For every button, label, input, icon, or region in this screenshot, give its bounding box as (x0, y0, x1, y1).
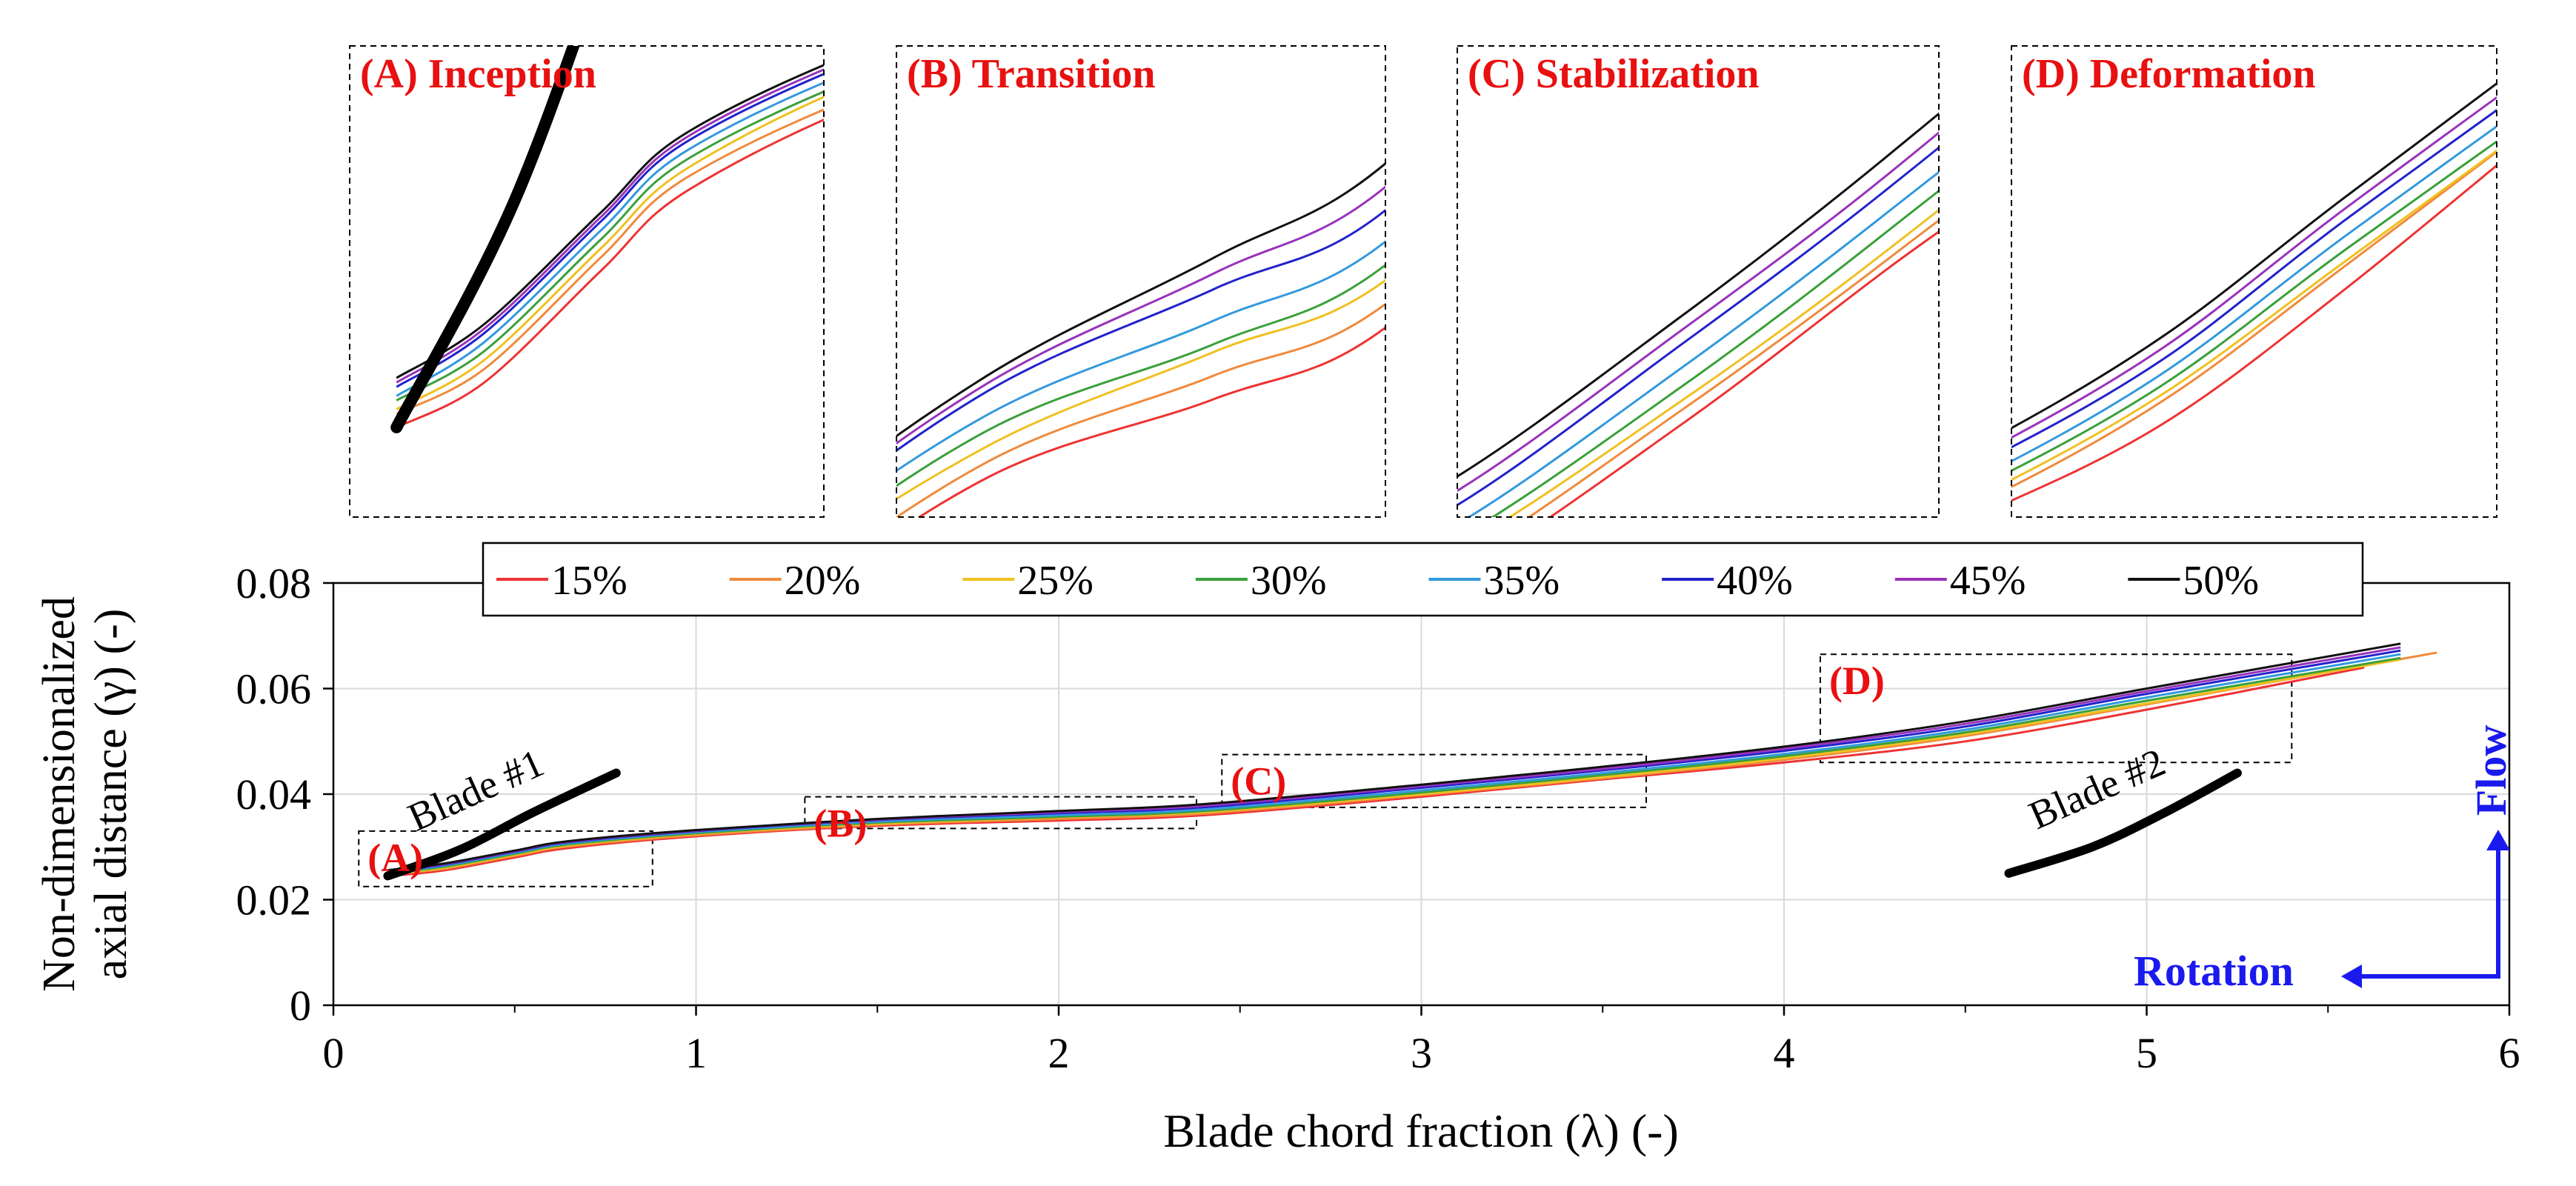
inset-series-line (2011, 164, 2497, 502)
inset-series-line (396, 64, 824, 379)
inset-series-line (1467, 170, 1939, 517)
blade-label-1: Blade #1 (402, 740, 550, 839)
inset-blade-line (390, 46, 580, 433)
inset-series-line (1457, 131, 1939, 493)
tick-labels: 0 1 2 3 4 5 6 0 0.02 0.04 0.06 0.08 (236, 559, 2520, 1077)
inset-series-line (2011, 96, 2497, 439)
inset-series-line (396, 96, 824, 410)
inset-series-line (1491, 189, 1939, 517)
legend-box (482, 542, 2364, 617)
inset-series-line (396, 73, 824, 388)
flow-label: Flow (2467, 725, 2515, 816)
legend-label: 30% (1251, 558, 1327, 604)
series-line-40pct (387, 649, 2401, 873)
blade-lines (383, 768, 2242, 881)
inset-title-1: (A) Inception (360, 51, 596, 97)
ticks (323, 582, 2511, 1016)
inset-series-line (1527, 219, 1939, 517)
x-tick-label: 6 (2499, 1029, 2520, 1077)
region-label-2: (B) (813, 802, 867, 846)
legend-label: 50% (2183, 558, 2259, 604)
y-axis-label-line2: axial distance (γ) (-) (86, 609, 136, 980)
x-tick-label: 0 (323, 1029, 345, 1077)
inset-3-lines (510, 112, 2576, 1130)
inset-blade-line (2351, 211, 2576, 1106)
y-tick-label: 0.04 (236, 770, 312, 819)
x-tick-label: 4 (1774, 1029, 1795, 1077)
inset-blade-line (510, 211, 770, 1130)
y-tick-label: 0.06 (236, 665, 312, 713)
inset-4-lines (537, 81, 2497, 1011)
rotation-label: Rotation (2134, 947, 2294, 995)
y-tick-label: 0 (290, 982, 311, 1030)
legend-label: 45% (1950, 558, 2026, 604)
series-line-15pct (387, 666, 2365, 877)
inset-frame-3 (1457, 45, 1940, 518)
inset-title-2: (B) Transition (907, 51, 1156, 97)
inset-series-line (396, 81, 824, 397)
inset-series-line (396, 68, 824, 384)
region-box-3 (1221, 753, 1647, 808)
inset-series-line (396, 108, 824, 416)
inset-series-line (1508, 208, 1939, 517)
inset-series-line (2011, 81, 2497, 430)
series-line-50pct (387, 642, 2401, 872)
x-tick-label: 5 (2136, 1029, 2157, 1077)
flow-arrow-head (2486, 830, 2510, 850)
inset-series-line (1457, 112, 1939, 478)
blade-line-2 (2004, 768, 2242, 878)
region-label-4: (D) (1829, 659, 1885, 703)
inset-blade-line (2206, 563, 2440, 1000)
inset-series-line (2011, 140, 2497, 473)
x-axis-label: Blade chord fraction (λ) (-) (1163, 1105, 1679, 1157)
inset-series-line (2011, 108, 2497, 449)
rotation-arrow-head (2341, 965, 2362, 988)
insets: (A) Inception (B) Transition (C) Stabiliza… (349, 45, 2576, 1130)
legend-label: 25% (1017, 558, 1094, 604)
inset-frame-2 (896, 45, 1386, 518)
inset-frame-4 (2011, 45, 2497, 518)
inset-frame-1 (349, 45, 825, 518)
legend-label: 15% (551, 558, 628, 604)
direction-arrows: Flow Rotation (2134, 725, 2515, 995)
inset-title-4: (D) Deformation (2022, 51, 2316, 97)
inset-series-line (1457, 146, 1939, 507)
legend: 15% 20% 25% 30% 35% 40% 45% 50% (482, 542, 2364, 617)
y-tick-label: 0.08 (236, 559, 312, 607)
blade-line-1 (383, 768, 621, 881)
region-label-1: (A) (367, 836, 423, 880)
y-axis-label-line1: Non-dimensionalized (34, 596, 84, 992)
inset-1-lines (390, 46, 824, 433)
inset-series-line (396, 118, 824, 429)
inset-series-line (2011, 124, 2497, 463)
region-labels: (A) (B) (C) (D) (367, 659, 1885, 880)
x-tick-label: 2 (1048, 1029, 1070, 1077)
region-label-3: (C) (1231, 759, 1286, 804)
x-tick-label: 3 (1411, 1029, 1432, 1077)
legend-label: 40% (1717, 558, 1793, 604)
inset-series-line (2011, 149, 2497, 482)
inset-series-line (2011, 150, 2497, 488)
y-tick-label: 0.02 (236, 876, 312, 925)
legend-label: 20% (785, 558, 861, 604)
inset-blade-line (537, 563, 772, 1011)
main-plot: 0 1 2 3 4 5 6 0 0.02 0.04 0.06 0.08 (A) (B) (C) (D) Bl… (34, 559, 2520, 1157)
x-tick-label: 1 (685, 1029, 707, 1077)
direction-arrow-lines (2356, 844, 2500, 979)
legend-label: 35% (1484, 558, 1560, 604)
inset-series-line (396, 90, 824, 402)
inset-title-3: (C) Stabilization (1468, 51, 1760, 97)
series-lines (387, 642, 2437, 877)
region-box-4 (1819, 653, 2293, 764)
